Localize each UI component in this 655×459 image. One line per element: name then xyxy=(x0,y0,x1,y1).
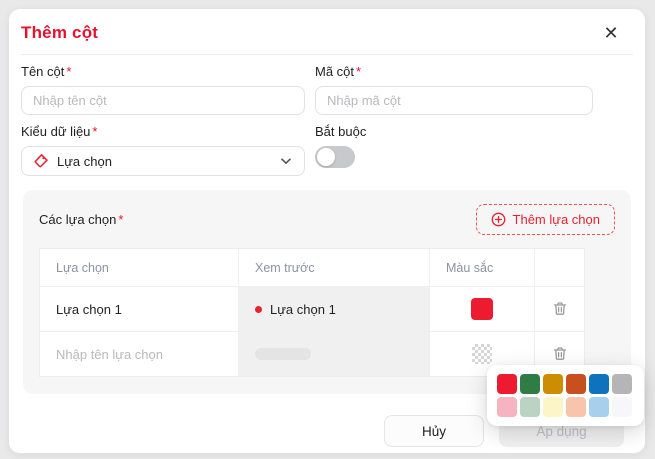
required-mark: * xyxy=(356,64,362,79)
add-option-label: Thêm lựa chọn xyxy=(512,212,600,227)
palette-swatch[interactable] xyxy=(566,397,586,417)
option-color-cell xyxy=(430,287,535,331)
option-name-cell xyxy=(40,287,239,331)
modal-header: Thêm cột ✕ xyxy=(9,9,645,54)
options-table: Lựa chọn Xem trước Màu sắc Lựa chọn 1 xyxy=(39,248,585,377)
palette-swatch[interactable] xyxy=(612,397,632,417)
trash-icon[interactable] xyxy=(549,343,571,365)
column-code-label: Mã cột * xyxy=(315,64,362,79)
table-header-row: Lựa chọn Xem trước Màu sắc xyxy=(40,249,584,286)
option-name-cell xyxy=(40,332,239,376)
close-icon[interactable]: ✕ xyxy=(601,23,621,43)
field-required-toggle: Bắt buộc xyxy=(315,124,593,176)
header-preview: Xem trước xyxy=(239,249,430,286)
chevron-down-icon xyxy=(279,154,293,168)
palette-swatch[interactable] xyxy=(612,374,632,394)
header-divider xyxy=(21,54,633,55)
option-preview-cell: Lựa chọn 1 xyxy=(239,287,430,331)
cancel-button[interactable]: Hủy xyxy=(384,415,484,447)
options-panel: Các lựa chọn * Thêm lựa chọn Lựa chọn Xem… xyxy=(23,190,631,394)
table-row: Lựa chọn 1 xyxy=(40,286,584,331)
option-actions-cell xyxy=(535,287,584,331)
palette-swatch[interactable] xyxy=(543,374,563,394)
plus-circle-icon xyxy=(491,212,506,227)
option-preview-cell xyxy=(239,332,430,376)
palette-swatch[interactable] xyxy=(566,374,586,394)
table-row xyxy=(40,331,584,376)
palette-swatch[interactable] xyxy=(520,374,540,394)
add-option-button[interactable]: Thêm lựa chọn xyxy=(475,204,615,235)
preview-text: Lựa chọn 1 xyxy=(270,301,336,317)
header-color: Màu sắc xyxy=(430,249,535,286)
header-option: Lựa chọn xyxy=(40,249,239,286)
options-label: Các lựa chọn * xyxy=(39,212,124,227)
option-actions-cell xyxy=(535,332,584,376)
add-column-modal: Thêm cột ✕ Tên cột* Mã cột* Kiểu dữ liệu… xyxy=(8,8,646,454)
option-color-cell xyxy=(430,332,535,376)
palette-swatch[interactable] xyxy=(589,397,609,417)
data-type-value: Lựa chọn xyxy=(57,153,112,169)
required-mark: * xyxy=(92,124,98,139)
header-actions xyxy=(535,249,584,286)
tag-icon xyxy=(33,153,49,169)
required-mark: * xyxy=(118,212,124,227)
preview-dot-icon xyxy=(255,305,262,313)
field-column-name: Tên cột * xyxy=(21,64,305,115)
field-data-type: Kiểu dữ liệu * Lựa chọn xyxy=(21,124,305,176)
transparent-color-swatch[interactable] xyxy=(472,344,492,364)
options-panel-header: Các lựa chọn * Thêm lựa chọn xyxy=(39,204,615,235)
required-mark: * xyxy=(66,64,72,79)
palette-swatch[interactable] xyxy=(497,397,517,417)
palette-swatch[interactable] xyxy=(497,374,517,394)
data-type-select[interactable]: Lựa chọn xyxy=(21,146,305,176)
trash-icon[interactable] xyxy=(549,298,571,320)
column-code-input[interactable] xyxy=(315,86,593,115)
data-type-label: Kiểu dữ liệu * xyxy=(21,124,98,139)
palette-swatch[interactable] xyxy=(543,397,563,417)
field-column-code: Mã cột * xyxy=(315,64,593,115)
toggle-knob xyxy=(317,148,335,166)
preview-pill-placeholder xyxy=(255,348,311,360)
modal-title: Thêm cột xyxy=(21,23,99,42)
palette-swatch[interactable] xyxy=(520,397,540,417)
required-toggle-label: Bắt buộc xyxy=(315,124,367,139)
option-name-input[interactable] xyxy=(56,346,222,362)
column-name-input[interactable] xyxy=(21,86,305,115)
color-picker-popup xyxy=(487,365,644,426)
required-toggle[interactable] xyxy=(315,146,355,168)
column-name-label: Tên cột * xyxy=(21,64,72,79)
option-name-input[interactable] xyxy=(56,301,222,317)
palette-swatch[interactable] xyxy=(589,374,609,394)
color-swatch[interactable] xyxy=(471,298,493,320)
form-grid: Tên cột* Mã cột* Kiểu dữ liệu* Lựa chọn xyxy=(21,64,645,185)
